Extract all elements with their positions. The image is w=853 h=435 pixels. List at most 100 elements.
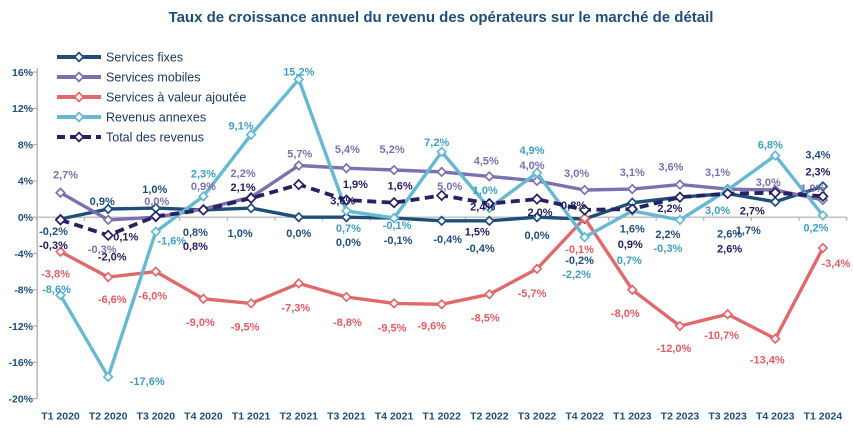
x-axis-label: T4 2022	[565, 411, 604, 423]
x-axis-label: T2 2023	[661, 411, 700, 423]
data-point-marker-total-des-revenus	[483, 197, 496, 210]
data-point-marker-services-mobiles	[293, 160, 305, 171]
data-point-marker-services-a-valeur-ajoutee	[388, 298, 400, 309]
data-label-total-des-revenus: 2,0%	[527, 207, 552, 219]
data-point-marker-total-des-revenus	[817, 190, 829, 203]
data-point-marker-revenus-annexes	[150, 226, 162, 238]
data-label-services-a-valeur-ajoutee: -6,6%	[98, 294, 127, 306]
y-axis-label: 16%	[12, 67, 34, 79]
legend-label-services-a-valeur-ajoutee: Services à valeur ajoutée	[106, 90, 246, 104]
data-point-marker-services-mobiles	[483, 170, 495, 182]
data-point-marker-services-fixes	[531, 211, 543, 223]
data-point-marker-services-a-valeur-ajoutee	[769, 333, 781, 345]
legend-label-services-mobiles: Services mobiles	[106, 70, 200, 84]
data-label-services-fixes: 1,7%	[736, 225, 761, 237]
x-axis-label: T1 2020	[41, 411, 80, 423]
x-axis-label: T4 2023	[756, 411, 795, 423]
data-point-marker-services-mobiles	[436, 166, 448, 178]
legend-marker-total-des-revenus	[73, 131, 85, 143]
data-point-marker-services-mobiles	[626, 183, 638, 195]
data-label-revenus-annexes: 7,2%	[424, 137, 449, 149]
data-point-marker-revenus-annexes	[817, 209, 829, 221]
x-axis-label: T1 2024	[804, 411, 843, 423]
y-axis-label: 0%	[18, 212, 34, 224]
data-label-services-fixes: -0,1%	[384, 235, 413, 247]
data-label-total-des-revenus: 1,6%	[388, 181, 413, 193]
data-label-services-mobiles: 0,9%	[191, 181, 216, 193]
data-label-services-a-valeur-ajoutee: -9,0%	[186, 317, 215, 329]
data-point-marker-services-fixes	[245, 202, 257, 214]
data-point-marker-services-a-valeur-ajoutee	[102, 271, 114, 283]
data-label-total-des-revenus: 0,8%	[561, 200, 586, 212]
data-point-marker-services-mobiles	[102, 214, 114, 226]
data-point-marker-services-a-valeur-ajoutee	[436, 298, 448, 310]
data-label-services-a-valeur-ajoutee: -7,3%	[281, 302, 310, 314]
data-label-services-a-valeur-ajoutee: -12,0%	[656, 343, 691, 355]
legend-label-revenus-annexes: Revenus annexes	[106, 110, 206, 124]
data-label-services-fixes: 0,8%	[183, 227, 208, 239]
x-axis-label: T3 2022	[518, 411, 557, 423]
data-label-services-mobiles: 3,0%	[756, 177, 781, 189]
data-label-total-des-revenus: 2,3%	[805, 166, 830, 178]
data-point-marker-services-mobiles	[579, 184, 591, 196]
series-services-a-valeur-ajoutee	[55, 212, 829, 345]
legend-item-services-mobiles: Services mobiles	[57, 70, 200, 84]
data-point-marker-total-des-revenus	[578, 204, 591, 216]
data-label-revenus-annexes: -1,6%	[157, 236, 186, 248]
data-point-marker-services-a-valeur-ajoutee	[293, 277, 305, 289]
data-point-marker-services-fixes	[340, 211, 352, 223]
data-label-services-mobiles: 3,1%	[705, 167, 730, 179]
data-label-revenus-annexes: -0,1%	[383, 220, 412, 232]
data-point-marker-total-des-revenus	[769, 186, 782, 199]
data-labels-services-fixes: -0,2%0,9%1,0%0,8% 1,0% 0,0%0,0% -0,1% -0,4%-…	[39, 149, 831, 267]
axes: 16% 12% 8% 4% 0% -4% -8% -12% -16% -20% T1 2020 T2 …	[8, 67, 848, 423]
series-revenus-annexes	[55, 73, 829, 383]
x-axis-label: T4 2021	[375, 411, 414, 423]
data-point-marker-services-fixes	[483, 215, 495, 227]
data-label-total-des-revenus: 1,5%	[465, 227, 490, 239]
data-point-marker-services-mobiles	[340, 162, 352, 174]
data-point-marker-total-des-revenus	[626, 203, 639, 215]
data-point-marker-total-des-revenus	[531, 193, 543, 205]
x-axis-label: T4 2020	[184, 411, 223, 423]
x-axis-label: T2 2020	[89, 411, 128, 423]
data-label-services-mobiles: 0,0%	[144, 196, 169, 208]
y-axis-label: 4%	[18, 176, 34, 188]
data-label-services-fixes: 0,0%	[524, 230, 549, 242]
data-label-revenus-annexes: 0,7%	[617, 255, 642, 267]
data-point-marker-total-des-revenus	[149, 210, 162, 223]
data-label-services-fixes: 2,2%	[655, 229, 680, 241]
y-axis-label: -16%	[8, 357, 33, 369]
data-point-marker-services-mobiles	[55, 187, 66, 199]
data-point-marker-services-mobiles	[531, 175, 543, 187]
legend-item-revenus-annexes: Revenus annexes	[57, 110, 206, 124]
data-label-services-a-valeur-ajoutee: -6,0%	[138, 291, 167, 303]
data-label-services-a-valeur-ajoutee: -3,4%	[822, 258, 851, 270]
data-point-marker-revenus-annexes	[293, 73, 305, 85]
data-label-services-a-valeur-ajoutee: -8,8%	[333, 317, 362, 329]
data-label-services-mobiles: 3,1%	[620, 167, 645, 179]
data-label-revenus-annexes: 0,7%	[336, 223, 361, 235]
data-label-services-fixes: 2,6%	[717, 229, 742, 241]
data-point-marker-revenus-annexes	[198, 190, 209, 202]
data-label-services-a-valeur-ajoutee: -5,7%	[518, 288, 547, 300]
data-labels-revenus-annexes: -8,6% -17,6% -1,6% 2,3% 9,1% 15,2% 0,7% -0,1% 7,…	[42, 66, 829, 387]
legend-item-services-fixes: Services fixes	[57, 50, 183, 64]
data-label-services-fixes: 1,6%	[620, 224, 645, 236]
legend-marker-services-a-valeur-ajoutee	[73, 91, 85, 103]
data-point-marker-revenus-annexes	[55, 289, 66, 301]
data-label-total-des-revenus: 2,1%	[231, 182, 256, 194]
data-label-revenus-annexes: 9,1%	[229, 121, 254, 133]
data-point-marker-revenus-annexes	[245, 129, 257, 141]
data-label-total-des-revenus: 2,2%	[657, 203, 682, 215]
data-point-marker-revenus-annexes	[531, 167, 543, 179]
data-point-marker-services-fixes	[293, 211, 305, 223]
data-label-services-fixes: 0,0%	[336, 237, 361, 249]
y-axis-label: -8%	[14, 285, 33, 297]
x-axis-label: T3 2023	[708, 411, 747, 423]
data-point-marker-services-a-valeur-ajoutee	[817, 242, 829, 254]
data-point-marker-revenus-annexes	[769, 150, 781, 161]
data-label-revenus-annexes: 15,2%	[283, 66, 314, 78]
data-point-marker-total-des-revenus	[102, 229, 115, 242]
